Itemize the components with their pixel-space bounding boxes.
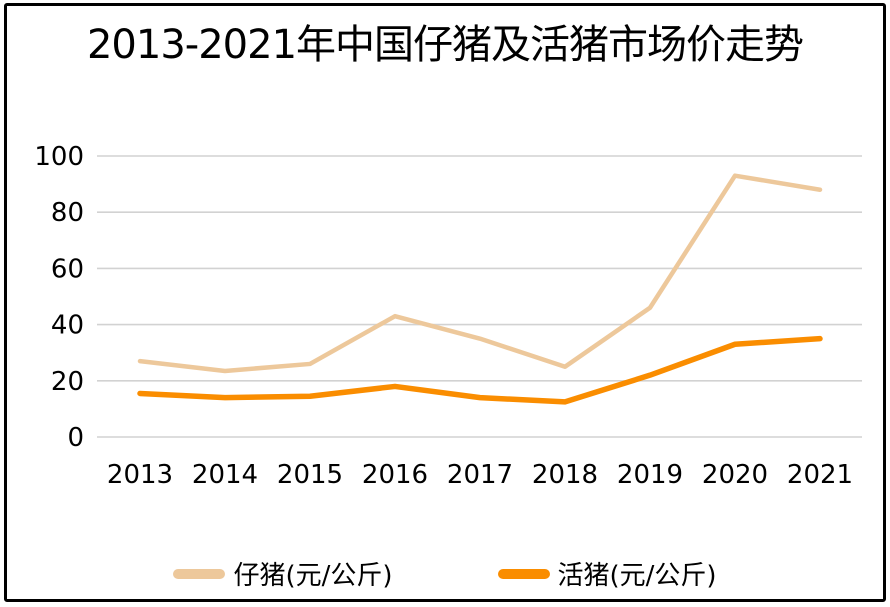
y-tick-label: 40: [51, 311, 84, 341]
chart-title: 2013-2021年中国仔猪及活猪市场价走势: [86, 22, 804, 68]
legend: 仔猪(元/公斤) 活猪(元/公斤): [0, 555, 890, 592]
livepig-legend-label: 活猪(元/公斤): [557, 561, 717, 591]
piglet-legend-swatch: [173, 568, 226, 579]
y-tick-label: 0: [67, 423, 84, 453]
x-tick-label: 2014: [192, 460, 258, 490]
x-tick-label: 2021: [787, 460, 853, 490]
y-tick-label: 80: [51, 198, 84, 228]
x-tick-label: 2017: [447, 460, 513, 490]
livepig-series-line: [137, 335, 823, 405]
x-tick-label: 2015: [277, 460, 343, 490]
piglet-series-line: [137, 173, 823, 374]
x-tick-label: 2020: [702, 460, 768, 490]
legend-item-piglet: 仔猪(元/公斤): [173, 555, 393, 592]
x-tick-label: 2018: [532, 460, 598, 490]
x-tick-label: 2013: [107, 460, 173, 490]
livepig-legend-swatch: [497, 568, 550, 579]
y-tick-label: 20: [51, 367, 84, 397]
x-tick-label: 2019: [617, 460, 683, 490]
piglet-legend-label: 仔猪(元/公斤): [233, 561, 393, 591]
x-tick-label: 2016: [362, 460, 428, 490]
legend-item-livepig: 活猪(元/公斤): [497, 555, 717, 592]
y-tick-label: 100: [34, 142, 84, 172]
y-tick-label: 60: [51, 254, 84, 284]
